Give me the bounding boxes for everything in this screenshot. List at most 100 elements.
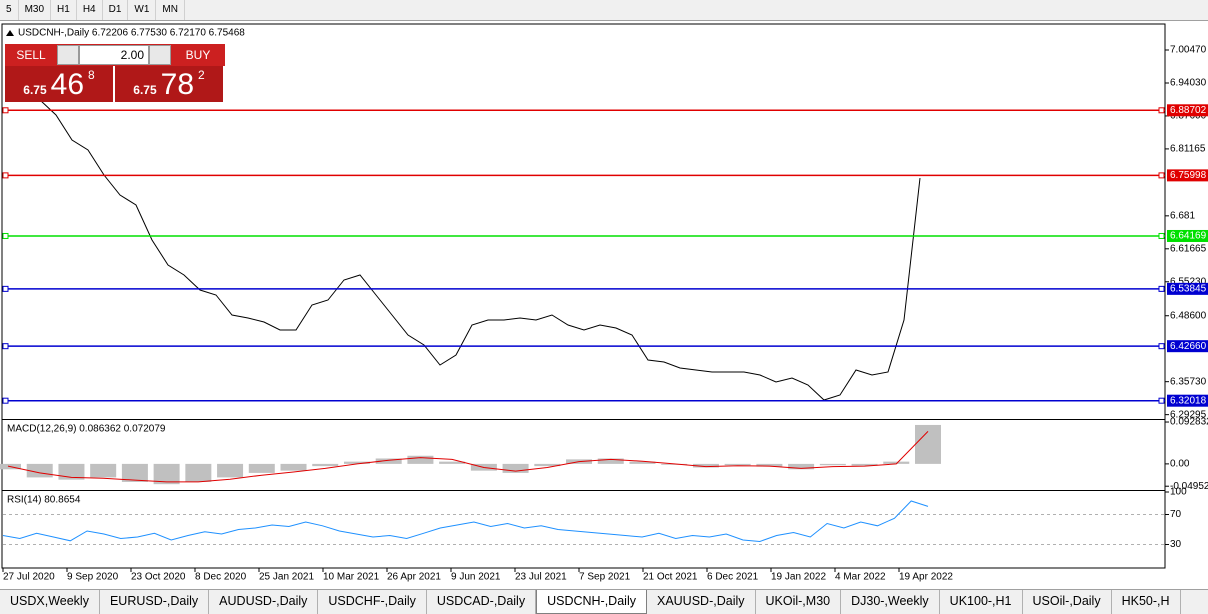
level-handle [1158, 343, 1165, 350]
histogram-bar [439, 461, 466, 464]
level-handle [2, 107, 9, 114]
chart-tab[interactable]: USDX,Weekly [0, 590, 100, 614]
histogram-bar [915, 424, 941, 464]
histogram-bar [502, 463, 529, 473]
histogram-bar [724, 463, 751, 466]
y-tick-label: 6.55230 [1170, 276, 1207, 287]
level-handle [2, 343, 9, 350]
y-tick-label: 6.681 [1170, 210, 1195, 221]
histogram-bar [280, 463, 307, 471]
level-label: 6.88702 [1170, 105, 1207, 116]
chart-tab[interactable]: HK50-,H [1112, 590, 1181, 614]
chart-tab[interactable]: UKOil-,M30 [756, 590, 842, 614]
y-tick-label: 6.61665 [1170, 243, 1207, 254]
chart-tab[interactable]: XAUUSD-,Daily [647, 590, 756, 614]
chart-tab[interactable]: EURUSD-,Daily [100, 590, 210, 614]
series-line [39, 99, 921, 401]
lot-increase[interactable] [149, 45, 171, 65]
level-label-bg [1167, 104, 1208, 117]
x-tick-label: 10 Mar 2021 [323, 572, 380, 583]
timeframe-button[interactable]: H1 [51, 0, 77, 20]
y-tick-label: 6.29295 [1170, 409, 1207, 420]
level-label: 6.75998 [1170, 170, 1207, 181]
x-tick-label: 6 Dec 2021 [707, 572, 759, 583]
lot-decrease[interactable] [57, 45, 79, 65]
x-tick-label: 9 Jun 2021 [451, 572, 501, 583]
timeframe-button[interactable]: 5 [0, 0, 19, 20]
chart-tab[interactable]: AUDUSD-,Daily [209, 590, 319, 614]
histogram-bar [692, 463, 719, 468]
timeframe-button[interactable]: MN [156, 0, 185, 20]
price-sup: 8 [88, 68, 95, 82]
panel-title: MACD(12,26,9) 0.086362 0.072079 [7, 424, 166, 435]
level-handle [2, 397, 9, 404]
histogram-bar [217, 463, 244, 478]
level-label: 6.64169 [1170, 231, 1207, 242]
histogram-bar [788, 463, 815, 470]
x-tick-label: 7 Sep 2021 [579, 572, 631, 583]
price-main: 78 [160, 68, 195, 101]
series-line [7, 431, 929, 483]
lot-input[interactable]: 2.00 [79, 45, 149, 65]
one-click-trade-panel: SELL 2.00 BUY 6.75 46 8 6.75 78 2 [5, 44, 225, 102]
x-tick-label: 8 Dec 2020 [195, 572, 247, 583]
sell-button[interactable]: SELL [16, 48, 46, 62]
chart-tab[interactable]: USDCNH-,Daily [536, 590, 647, 614]
histogram-bar [629, 461, 656, 464]
series-line [2, 500, 929, 543]
level-label-bg [1167, 169, 1208, 182]
panel-title: USDCNH-,Daily 6.72206 6.77530 6.72170 6.… [18, 28, 245, 39]
chart-tab[interactable]: USDCAD-,Daily [427, 590, 537, 614]
histogram-bar [375, 458, 402, 464]
histogram-bar [248, 463, 275, 473]
histogram-bar [343, 461, 370, 464]
histogram-bar [185, 463, 212, 482]
y-tick-label: 6.94030 [1170, 78, 1207, 89]
level-label: 6.42660 [1170, 341, 1207, 352]
histogram-bar [851, 463, 878, 466]
x-tick-label: 21 Oct 2021 [643, 572, 698, 583]
level-handle [1158, 285, 1165, 292]
timeframe-button[interactable]: H4 [77, 0, 103, 20]
level-label: 6.53845 [1170, 284, 1207, 295]
histogram-bar [90, 463, 117, 478]
histogram-bar [121, 463, 148, 482]
chart-tab[interactable]: USOil-,Daily [1023, 590, 1112, 614]
chart-tab[interactable]: DJ30-,Weekly [841, 590, 940, 614]
timeframe-button[interactable]: M30 [19, 0, 52, 20]
x-tick-label: 23 Oct 2020 [131, 572, 186, 583]
y-tick-label: 100 [1170, 487, 1187, 498]
chart-tab[interactable]: USDCHF-,Daily [318, 590, 427, 614]
price-prefix: 6.75 [23, 83, 47, 97]
buy-price[interactable]: 6.75 78 2 [115, 66, 223, 102]
y-tick-label: 0.00 [1170, 459, 1190, 470]
y-tick-label: 70 [1170, 509, 1182, 520]
y-tick-label: 6.48600 [1170, 310, 1207, 321]
sell-price[interactable]: 6.75 46 8 [5, 66, 113, 102]
level-handle [1158, 232, 1165, 239]
level-label: 6.32018 [1170, 395, 1207, 406]
level-label-bg [1167, 229, 1208, 242]
level-handle [2, 232, 9, 239]
buy-button[interactable]: BUY [185, 48, 211, 62]
price-sup: 2 [198, 68, 205, 82]
timeframe-button[interactable]: W1 [128, 0, 157, 20]
level-handle [2, 285, 9, 292]
x-tick-label: 25 Jan 2021 [259, 572, 314, 583]
level-handle [2, 172, 9, 179]
chart-tab[interactable]: UK100-,H1 [940, 590, 1023, 614]
histogram-bar [756, 463, 783, 467]
panel-title: RSI(14) 80.8654 [7, 495, 81, 506]
level-label-bg [1167, 340, 1208, 353]
y-tick-label: 7.00470 [1170, 45, 1207, 56]
histogram-bar [883, 461, 910, 464]
y-tick-label: 30 [1170, 539, 1182, 550]
chart-frame [1, 23, 1166, 569]
histogram-bar [153, 463, 180, 485]
timeframe-button[interactable]: D1 [103, 0, 129, 20]
x-tick-label: 19 Apr 2022 [899, 572, 953, 583]
price-prefix: 6.75 [133, 83, 157, 97]
y-tick-label: 6.81165 [1170, 144, 1206, 155]
